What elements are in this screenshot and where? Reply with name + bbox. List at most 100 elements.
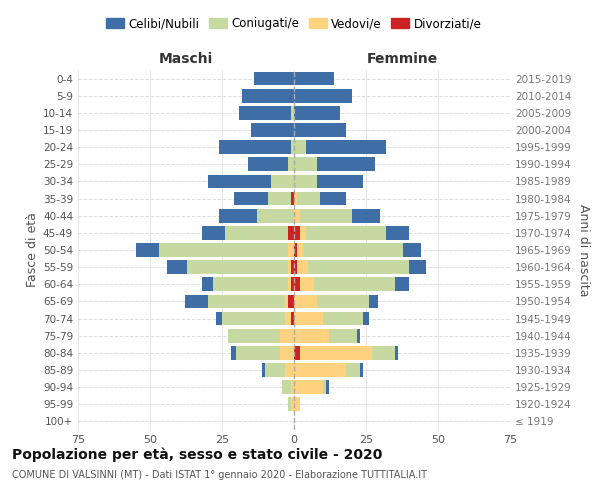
Bar: [248, 158, 288, 171]
Bar: [323, 312, 363, 326]
Bar: [202, 278, 214, 291]
Bar: [294, 294, 317, 308]
Bar: [372, 346, 395, 360]
Text: COMUNE DI VALSINNI (MT) - Dati ISTAT 1° gennaio 2020 - Elaborazione TUTTITALIA.I: COMUNE DI VALSINNI (MT) - Dati ISTAT 1° …: [12, 470, 427, 480]
Bar: [300, 209, 352, 222]
Bar: [265, 363, 286, 377]
Bar: [294, 346, 300, 360]
Bar: [409, 260, 427, 274]
Bar: [291, 278, 294, 291]
Bar: [222, 312, 286, 326]
Bar: [329, 329, 358, 342]
Y-axis label: Fasce di età: Fasce di età: [26, 212, 39, 288]
Bar: [208, 294, 286, 308]
Bar: [185, 294, 208, 308]
Bar: [236, 346, 280, 360]
Bar: [271, 174, 294, 188]
Bar: [294, 89, 352, 102]
Bar: [294, 158, 317, 171]
Bar: [326, 380, 329, 394]
Bar: [320, 192, 346, 205]
Bar: [294, 363, 346, 377]
Bar: [369, 294, 377, 308]
Bar: [288, 294, 294, 308]
Bar: [395, 346, 398, 360]
Bar: [294, 72, 334, 86]
Bar: [242, 89, 294, 102]
Bar: [262, 363, 265, 377]
Bar: [286, 312, 291, 326]
Bar: [280, 329, 294, 342]
Bar: [136, 243, 158, 257]
Text: Popolazione per età, sesso e stato civile - 2020: Popolazione per età, sesso e stato civil…: [12, 448, 382, 462]
Bar: [214, 278, 288, 291]
Bar: [216, 312, 222, 326]
Bar: [167, 260, 187, 274]
Bar: [251, 123, 294, 137]
Y-axis label: Anni di nascita: Anni di nascita: [577, 204, 590, 296]
Bar: [300, 346, 372, 360]
Bar: [294, 243, 297, 257]
Bar: [386, 226, 409, 239]
Bar: [288, 243, 294, 257]
Bar: [291, 380, 294, 394]
Bar: [360, 363, 363, 377]
Bar: [288, 278, 291, 291]
Bar: [300, 226, 305, 239]
Bar: [291, 260, 294, 274]
Bar: [225, 226, 288, 239]
Bar: [219, 140, 291, 154]
Bar: [395, 278, 409, 291]
Bar: [257, 209, 294, 222]
Bar: [317, 174, 363, 188]
Bar: [294, 140, 305, 154]
Bar: [358, 329, 360, 342]
Bar: [294, 209, 300, 222]
Bar: [280, 346, 294, 360]
Bar: [300, 278, 314, 291]
Bar: [288, 226, 294, 239]
Bar: [294, 398, 300, 411]
Legend: Celibi/Nubili, Coniugati/e, Vedovi/e, Divorziati/e: Celibi/Nubili, Coniugati/e, Vedovi/e, Di…: [104, 14, 484, 32]
Bar: [297, 243, 302, 257]
Bar: [302, 243, 403, 257]
Bar: [294, 260, 297, 274]
Bar: [294, 329, 329, 342]
Bar: [288, 260, 291, 274]
Bar: [346, 363, 360, 377]
Bar: [294, 380, 323, 394]
Bar: [323, 380, 326, 394]
Bar: [283, 380, 291, 394]
Bar: [294, 278, 300, 291]
Bar: [286, 363, 294, 377]
Bar: [305, 226, 386, 239]
Bar: [294, 312, 323, 326]
Bar: [294, 123, 346, 137]
Bar: [294, 226, 300, 239]
Bar: [233, 192, 268, 205]
Bar: [314, 278, 395, 291]
Bar: [291, 398, 294, 411]
Text: Femmine: Femmine: [367, 52, 437, 66]
Text: Maschi: Maschi: [159, 52, 213, 66]
Bar: [230, 346, 236, 360]
Bar: [291, 140, 294, 154]
Bar: [294, 174, 317, 188]
Bar: [297, 260, 308, 274]
Bar: [291, 192, 294, 205]
Bar: [239, 106, 291, 120]
Bar: [228, 329, 280, 342]
Bar: [317, 294, 369, 308]
Bar: [158, 243, 288, 257]
Bar: [208, 174, 271, 188]
Bar: [294, 106, 340, 120]
Bar: [268, 192, 291, 205]
Bar: [202, 226, 225, 239]
Bar: [288, 158, 294, 171]
Bar: [219, 209, 257, 222]
Bar: [288, 398, 291, 411]
Bar: [291, 312, 294, 326]
Bar: [254, 72, 294, 86]
Bar: [187, 260, 288, 274]
Bar: [308, 260, 409, 274]
